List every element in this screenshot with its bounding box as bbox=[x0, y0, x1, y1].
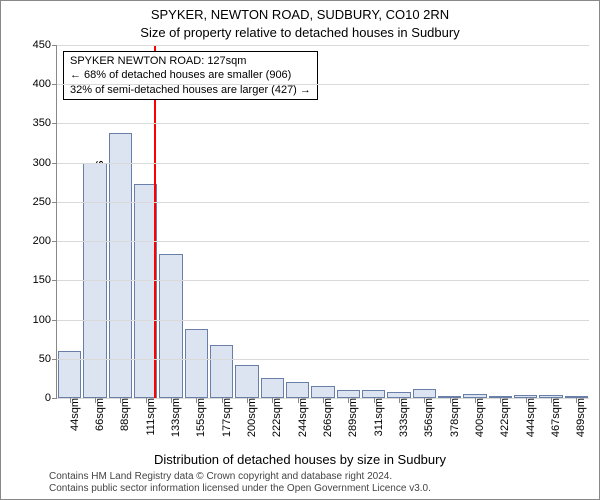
y-gridline bbox=[57, 359, 589, 360]
bar bbox=[235, 365, 258, 398]
bar bbox=[159, 254, 182, 398]
y-tick-label: 400 bbox=[33, 78, 57, 90]
x-tick-label: 400sqm bbox=[468, 398, 486, 437]
y-gridline bbox=[57, 280, 589, 281]
x-tick-label: 222sqm bbox=[265, 398, 283, 437]
plot-area: SPYKER NEWTON ROAD: 127sqm← 68% of detac… bbox=[56, 45, 589, 399]
x-tick-label: 133sqm bbox=[164, 398, 182, 437]
y-gridline bbox=[57, 45, 589, 46]
x-tick-label: 177sqm bbox=[214, 398, 232, 437]
bar bbox=[286, 382, 309, 398]
bar bbox=[362, 390, 385, 398]
bar bbox=[261, 378, 284, 398]
x-tick-label: 44sqm bbox=[62, 398, 80, 431]
chart-container: SPYKER, NEWTON ROAD, SUDBURY, CO10 2RN S… bbox=[0, 0, 600, 500]
chart-title: SPYKER, NEWTON ROAD, SUDBURY, CO10 2RN bbox=[1, 7, 599, 22]
y-gridline bbox=[57, 163, 589, 164]
y-gridline bbox=[57, 123, 589, 124]
x-tick-label: 289sqm bbox=[341, 398, 359, 437]
x-tick-label: 378sqm bbox=[442, 398, 460, 437]
y-tick-label: 150 bbox=[33, 274, 57, 286]
y-gridline bbox=[57, 241, 589, 242]
y-tick-label: 300 bbox=[33, 157, 57, 169]
x-tick-label: 266sqm bbox=[316, 398, 334, 437]
bar bbox=[337, 390, 360, 398]
y-tick-label: 350 bbox=[33, 117, 57, 129]
x-tick-label: 155sqm bbox=[189, 398, 207, 437]
annotation-box: SPYKER NEWTON ROAD: 127sqm← 68% of detac… bbox=[63, 51, 318, 100]
x-tick-label: 489sqm bbox=[569, 398, 587, 437]
x-tick-label: 311sqm bbox=[366, 398, 384, 436]
bar bbox=[210, 345, 233, 398]
y-tick-label: 50 bbox=[39, 353, 57, 365]
y-tick-label: 250 bbox=[33, 196, 57, 208]
x-tick-label: 444sqm bbox=[518, 398, 536, 437]
y-tick-label: 100 bbox=[33, 314, 57, 326]
x-tick-label: 467sqm bbox=[544, 398, 562, 437]
y-gridline bbox=[57, 202, 589, 203]
x-tick-label: 244sqm bbox=[290, 398, 308, 437]
x-tick-label: 111sqm bbox=[138, 398, 156, 436]
bar bbox=[413, 389, 436, 398]
credits-line-2: Contains public sector information licen… bbox=[49, 483, 431, 495]
y-gridline bbox=[57, 84, 589, 85]
y-tick-label: 200 bbox=[33, 235, 57, 247]
y-gridline bbox=[57, 320, 589, 321]
bar bbox=[185, 329, 208, 398]
x-tick-label: 333sqm bbox=[392, 398, 410, 437]
x-tick-label: 200sqm bbox=[240, 398, 258, 437]
x-tick-label: 88sqm bbox=[113, 398, 131, 431]
x-tick-label: 66sqm bbox=[88, 398, 106, 431]
annotation-line: ← 68% of detached houses are smaller (90… bbox=[70, 68, 311, 82]
annotation-line: SPYKER NEWTON ROAD: 127sqm bbox=[70, 54, 311, 68]
bar bbox=[311, 386, 334, 398]
x-tick-label: 422sqm bbox=[493, 398, 511, 437]
credits: Contains HM Land Registry data © Crown c… bbox=[49, 471, 431, 495]
y-tick-label: 0 bbox=[45, 392, 57, 404]
chart-subtitle: Size of property relative to detached ho… bbox=[1, 25, 599, 40]
y-tick-label: 450 bbox=[33, 39, 57, 51]
x-axis-label: Distribution of detached houses by size … bbox=[1, 452, 599, 467]
x-tick-label: 356sqm bbox=[417, 398, 435, 437]
credits-line-1: Contains HM Land Registry data © Crown c… bbox=[49, 471, 431, 483]
